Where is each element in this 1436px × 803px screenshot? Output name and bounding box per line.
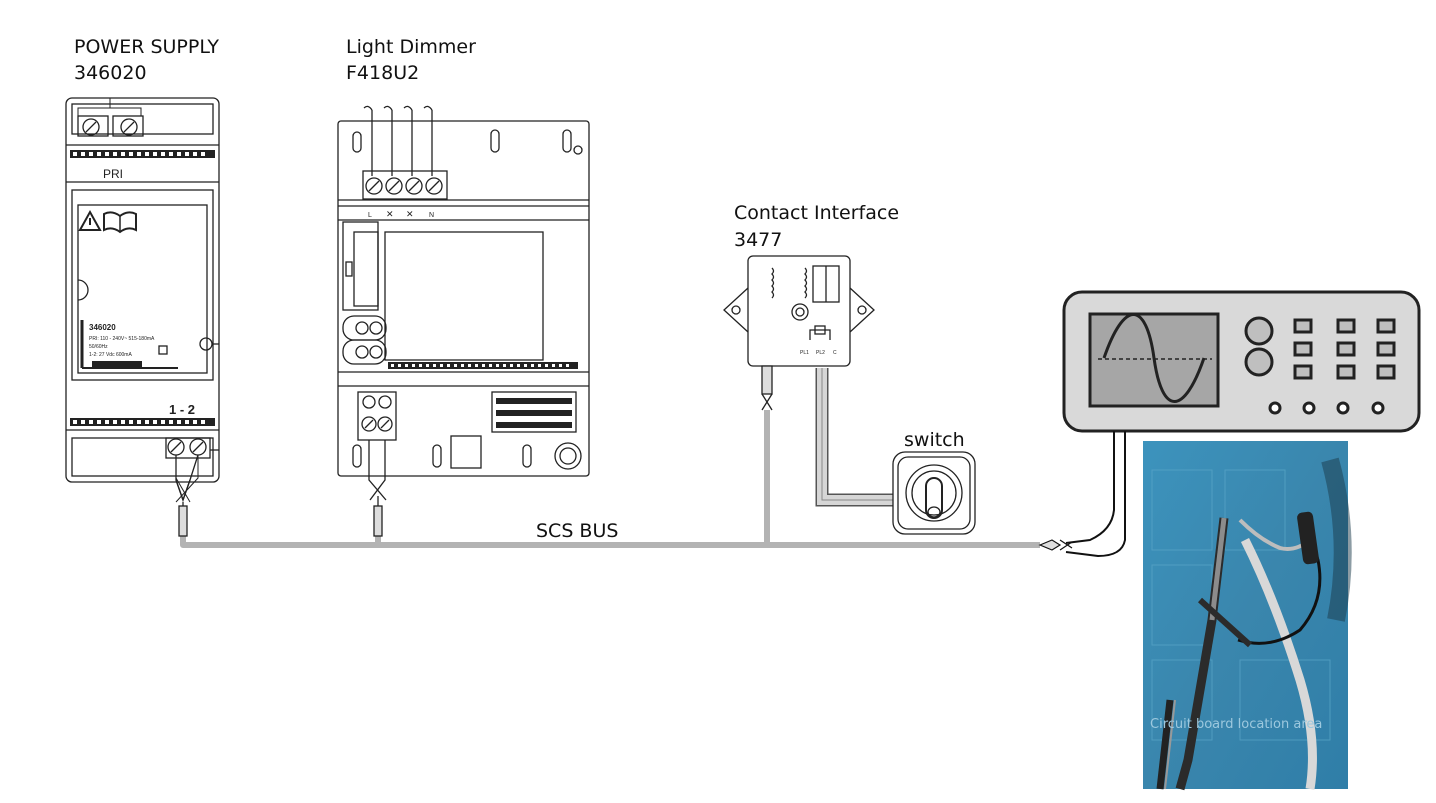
dimmer-bus-wires [368,440,387,537]
oscilloscope [1062,290,1421,433]
oscilloscope-key [1336,364,1356,380]
sine-wave [1102,313,1206,403]
oscilloscope-port [1268,401,1282,415]
oscilloscope-key [1293,364,1313,380]
plate-line-4: 1-2: 27 Vdc 600mA [89,352,132,358]
ci-terminal-c: C [833,350,837,356]
dimmer-terminal-l: L [368,212,372,219]
plate-line-2: PRI: 110 - 240V~ 515-180mA [89,336,155,342]
brand-logo [92,361,142,367]
oscilloscope-key [1336,318,1356,334]
oscilloscope-key [1293,341,1313,357]
photo-mat [1143,441,1348,789]
light-dimmer-vent-slots [391,364,569,367]
contact-interface-title: Contact Interface [734,202,900,224]
oscilloscope-key [1376,341,1396,357]
oscilloscope-key [1336,341,1356,357]
oscilloscope-key [1376,318,1396,334]
contact-interface-device [723,255,875,367]
light-dimmer-device [337,105,590,477]
oscilloscope-port [1302,401,1316,415]
board-text: Circuit board location area [1150,717,1322,732]
oscilloscope-key [1293,318,1313,334]
oscilloscope-key [1376,364,1396,380]
oscilloscope-port [1371,401,1385,415]
plate-line-3: 50/60Hz [89,344,108,350]
dimmer-lamp-icon-1: ✕ [386,209,394,219]
oscilloscope-port [1336,401,1350,415]
dimmer-terminal-n: N [429,212,434,219]
contact-interface-bus-cable [761,365,773,411]
bus-wires [180,410,1040,548]
oscilloscope-knob [1244,316,1274,346]
oscilloscope-knob [1244,347,1274,377]
plate-line-1: 346020 [89,323,116,332]
switch-device [892,451,976,535]
contact-interface-code: 3477 [734,229,783,251]
probe-photo: Circuit board location area [1143,441,1352,791]
pri-label: PRI [103,167,123,181]
terminal-label-1-2: 1 - 2 [169,402,195,417]
power-supply-code: 346020 [74,62,147,84]
power-supply-vents-slots [73,152,205,424]
scs-bus-label: SCS BUS [536,520,619,542]
power-supply-title: POWER SUPPLY [74,36,219,58]
power-supply-device [65,97,220,483]
switch-label: switch [904,429,965,451]
probe-cables [1038,431,1126,558]
light-dimmer-title: Light Dimmer [346,36,476,58]
dimmer-lamp-icon-2: ✕ [406,209,414,219]
switch-wires [815,368,893,507]
ci-terminal-pl1: PL1 [800,350,809,356]
power-supply-bus-wires [175,454,199,537]
ci-terminal-pl2: PL2 [816,350,825,356]
power-supply-vents [70,150,215,426]
light-dimmer-code: F418U2 [346,62,420,84]
